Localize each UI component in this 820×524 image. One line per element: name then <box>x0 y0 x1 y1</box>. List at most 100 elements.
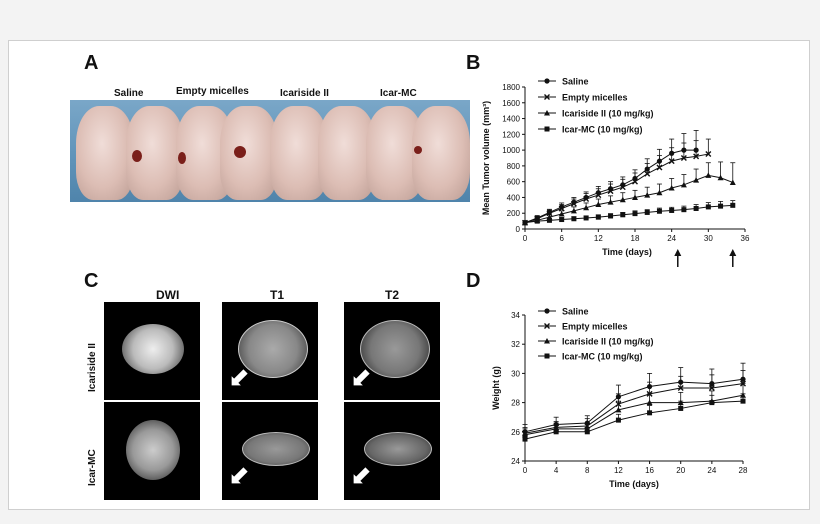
chart-b-point <box>595 201 602 208</box>
chart-d-x-tick-label: 20 <box>676 466 685 475</box>
chart-b-point <box>559 217 565 223</box>
chart-d-point <box>709 400 715 406</box>
chart-b-series-line <box>524 174 733 224</box>
chart-b-point <box>718 203 724 209</box>
chart-b-treatment-arrow-head <box>729 249 737 256</box>
chart-b-point <box>644 170 651 177</box>
chart-b-y-axis-label: Mean Tumor volume (mm³) <box>481 101 491 215</box>
tumor-lesion <box>132 150 142 162</box>
chart-d-x-tick-label: 24 <box>707 466 716 475</box>
mri-dwi-icariside <box>104 302 200 400</box>
mri-col-dwi: DWI <box>156 288 180 302</box>
chart-b-point <box>644 192 651 198</box>
chart-d-y-tick-label: 32 <box>511 340 520 349</box>
chart-b-x-tick-label: 12 <box>594 234 603 243</box>
mri-t2-icar-mc: ⬋ <box>344 402 440 500</box>
mri-blob <box>364 432 432 466</box>
mri-dwi-icar-mc <box>104 402 200 500</box>
chart-b-point <box>632 194 638 200</box>
chart-b-y-tick-label: 1200 <box>502 130 520 139</box>
chart-b-point <box>595 214 601 220</box>
chart-d-x-tick-label: 0 <box>523 466 528 475</box>
chart-b-point <box>705 151 712 158</box>
chart-b-point <box>570 200 577 207</box>
mri-blob <box>126 420 180 480</box>
mri-row-icar-mc: Icar-MC <box>87 449 98 486</box>
chart-b-y-tick-label: 800 <box>507 162 521 171</box>
chart-d-x-axis-label: Time (days) <box>609 479 659 489</box>
chart-b-y-tick-label: 1800 <box>502 83 520 92</box>
chart-d-series-line <box>524 383 744 434</box>
chart-d-point <box>553 429 559 435</box>
chart-b-point <box>619 196 626 203</box>
panel-b-letter: B <box>466 52 481 74</box>
chart-b-point <box>730 202 736 208</box>
chart-d-legend-label: Empty micelles <box>562 322 628 332</box>
chart-b-point <box>570 207 577 214</box>
chart-d-series-line <box>524 400 744 440</box>
tumor-lesion <box>414 146 422 154</box>
chart-b-legend-marker <box>544 126 550 132</box>
chart-d-series-line <box>524 378 744 433</box>
chart-d-point <box>740 398 746 404</box>
panel-c-letter: C <box>84 270 99 292</box>
chart-b-y-tick-label: 1600 <box>502 99 520 108</box>
chart-d-legend-label: Saline <box>562 307 589 317</box>
chart-d-point <box>615 417 621 423</box>
chart-b-point <box>607 199 614 205</box>
chart-b-x-tick-label: 36 <box>741 234 750 243</box>
lesion-arrow-icon: ⬋ <box>350 460 372 490</box>
lesion-arrow-icon: ⬋ <box>228 460 250 490</box>
chart-b-point <box>693 177 700 183</box>
chart-b-x-tick-label: 18 <box>631 234 640 243</box>
mri-t1-icar-mc: ⬋ <box>222 402 318 500</box>
mouse <box>412 106 470 200</box>
chart-d-legend-marker <box>544 353 550 359</box>
chart-b-x-tick-label: 6 <box>559 234 564 243</box>
chart-d-x-tick-label: 12 <box>614 466 623 475</box>
chart-d-y-axis-label: Weight (g) <box>491 366 501 410</box>
chart-b-y-tick-label: 0 <box>516 225 521 234</box>
chart-d-point <box>522 436 528 442</box>
chart-b-point <box>595 192 602 199</box>
chart-b-point <box>717 174 724 181</box>
mri-t2-icariside: ⬋ <box>344 302 440 400</box>
chart-b-point <box>693 153 700 160</box>
chart-d-point <box>677 385 684 391</box>
tumor-lesion <box>234 146 246 158</box>
chart-b-point <box>583 204 590 211</box>
mri-blob <box>238 320 308 378</box>
chart-b-point <box>705 172 712 178</box>
chart-b-point <box>656 189 663 196</box>
chart-b-legend-label: Icar-MC (10 mg/kg) <box>562 125 643 135</box>
mri-t1-icariside: ⬋ <box>222 302 318 400</box>
chart-d-y-tick-label: 34 <box>511 311 520 320</box>
chart-d-legend-marker <box>544 338 550 344</box>
chart-b-y-tick-label: 200 <box>507 209 521 218</box>
chart-b-point <box>546 217 552 223</box>
chart-d-y-tick-label: 24 <box>511 457 520 466</box>
panel-a-letter: A <box>84 52 99 74</box>
mri-blob <box>360 320 430 378</box>
mri-blob <box>242 432 310 466</box>
mri-row-icariside: Icariside II <box>87 343 98 392</box>
chart-b-point <box>632 178 638 185</box>
chart-d-x-tick-label: 28 <box>739 466 748 475</box>
chart-d-y-tick-label: 30 <box>511 369 520 378</box>
chart-b-point <box>680 155 687 161</box>
mri-col-t2: T2 <box>385 288 400 302</box>
chart-b-point <box>558 211 565 217</box>
chart-d-x-tick-label: 4 <box>554 466 559 475</box>
chart-b-point <box>729 179 736 185</box>
chart-d-point <box>615 406 622 413</box>
chart-d-legend-label: Icariside II (10 mg/kg) <box>562 337 654 347</box>
chart-b-point <box>620 212 626 218</box>
chart-b-point <box>680 181 687 188</box>
chart-b-legend-label: Icariside II (10 mg/kg) <box>562 109 654 119</box>
chart-b-point <box>607 188 614 195</box>
chart-d-x-tick-label: 8 <box>585 466 590 475</box>
lesion-arrow-icon: ⬋ <box>228 362 250 392</box>
chart-b-legend-label: Saline <box>562 77 589 87</box>
chart-b-point <box>669 207 675 213</box>
